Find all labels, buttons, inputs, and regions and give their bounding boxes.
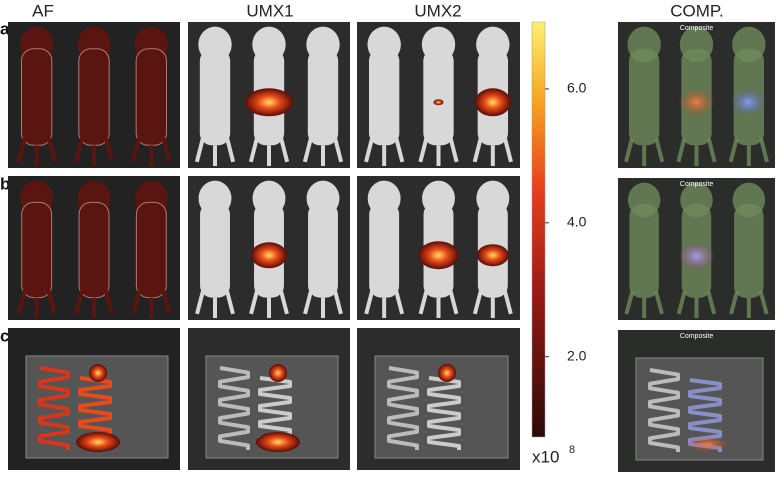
mouse-legs: [73, 137, 115, 166]
mouse-legs: [676, 137, 717, 166]
mouse-legs: [194, 137, 236, 166]
intestine: [387, 366, 419, 450]
mouse-legs: [364, 290, 405, 318]
mouse-legs: [624, 137, 665, 166]
panel: [8, 328, 180, 470]
mouse-legs: [249, 290, 289, 318]
signal: [256, 432, 300, 452]
mouse-legs: [302, 137, 344, 166]
mouse-body: [629, 204, 659, 298]
colorbar-tick-label: 4.0: [567, 214, 587, 230]
signal: [251, 242, 287, 269]
panel: Composite: [618, 22, 775, 168]
intestine: [218, 366, 250, 450]
row-label: b: [0, 174, 10, 193]
mouse-body: [628, 48, 660, 146]
composite-label: Composite: [680, 333, 714, 340]
signal: [269, 364, 287, 382]
mouse-body: [78, 48, 110, 146]
composite-label: Composite: [680, 181, 714, 188]
mouse-legs: [728, 137, 769, 166]
column-header: AF: [32, 1, 54, 20]
mouse-legs: [472, 137, 513, 166]
signal: [730, 88, 767, 117]
mouse-legs: [729, 290, 769, 318]
mouse-legs: [131, 290, 172, 318]
panel: [188, 328, 350, 470]
signal: [678, 88, 715, 117]
composite-label: Composite: [680, 25, 714, 32]
mouse-body: [78, 201, 110, 299]
signal: [89, 364, 107, 382]
panel: [188, 22, 350, 168]
colorbar-tick-label: 6.0: [567, 80, 587, 96]
mouse-legs: [303, 290, 343, 318]
colorbar-multiplier: x10: [532, 447, 559, 466]
mouse-body: [734, 204, 764, 298]
panel: [357, 22, 520, 168]
mouse-body: [135, 201, 167, 299]
mouse-legs: [624, 290, 664, 318]
mouse-legs: [472, 290, 513, 318]
signal: [438, 364, 456, 382]
mouse-legs: [418, 137, 459, 166]
panel: [357, 328, 520, 470]
signal: [476, 244, 509, 267]
intestine: [38, 366, 70, 450]
signal: [76, 432, 120, 452]
panel: [357, 176, 520, 320]
panel: [8, 22, 180, 168]
column-header: UMX2: [414, 1, 461, 20]
mouse-body: [200, 202, 230, 298]
intestine: [648, 368, 680, 452]
mouse-legs: [16, 137, 57, 166]
row-label: a: [0, 19, 10, 38]
signal: [686, 436, 730, 452]
signal: [433, 99, 444, 106]
mouse-legs: [195, 290, 235, 318]
column-header: COMP.: [670, 1, 724, 20]
signal: [418, 241, 459, 270]
mouse-body: [21, 201, 53, 299]
mouse-body: [423, 48, 454, 146]
panel: [188, 176, 350, 320]
mouse-legs: [364, 137, 405, 166]
mouse-legs: [16, 290, 57, 318]
mouse-body: [308, 202, 338, 298]
panel: Composite: [618, 330, 775, 472]
colorbar-exponent: 8: [569, 444, 575, 456]
mouse-body: [369, 202, 400, 298]
mouse-body: [135, 48, 168, 146]
mouse-body: [368, 48, 400, 146]
mouse-legs: [131, 137, 172, 166]
signal: [678, 242, 715, 271]
signal: [245, 88, 293, 117]
panel: Composite: [618, 178, 775, 320]
mouse-legs: [676, 290, 717, 318]
mouse-legs: [248, 137, 290, 166]
mouse-body: [307, 48, 339, 146]
mouse-legs: [74, 290, 114, 318]
colorbar-tick-label: 2.0: [567, 347, 587, 363]
row-label: c: [0, 326, 9, 345]
signal: [474, 88, 511, 117]
mouse-legs: [418, 290, 459, 318]
intestine: [427, 376, 461, 450]
panel: [8, 176, 180, 320]
mouse-body: [20, 48, 53, 146]
colorbar: [531, 21, 546, 438]
column-header: UMX1: [246, 1, 293, 20]
mouse-body: [199, 48, 231, 146]
